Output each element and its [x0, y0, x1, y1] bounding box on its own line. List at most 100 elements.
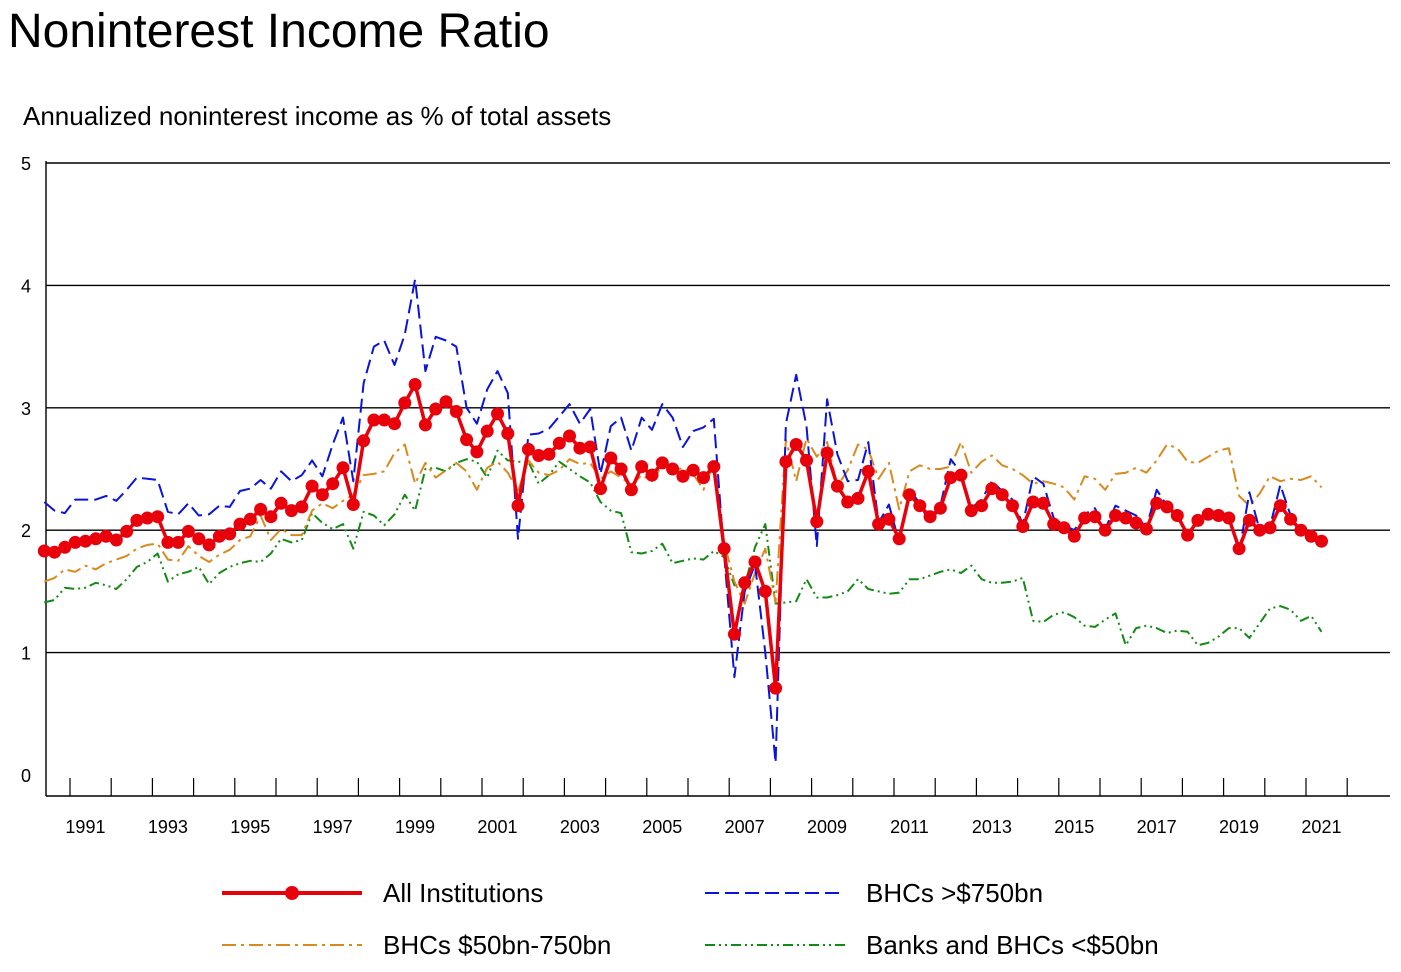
legend-label: BHCs $50bn-750bn — [383, 930, 611, 960]
data-point — [223, 527, 237, 541]
y-tick-label: 3 — [21, 399, 31, 419]
series-layer — [37, 278, 1328, 764]
data-point — [521, 442, 535, 456]
axes — [45, 161, 1390, 797]
data-point — [326, 477, 340, 491]
data-point — [1160, 500, 1174, 514]
data-point — [1315, 534, 1328, 548]
data-point — [614, 462, 628, 476]
data-point — [501, 427, 515, 440]
data-point — [99, 529, 113, 543]
y-tick-label: 5 — [21, 154, 31, 174]
data-point — [1170, 509, 1184, 522]
data-point — [1057, 521, 1071, 535]
data-point — [254, 502, 268, 516]
y-tick-label: 2 — [21, 521, 31, 541]
data-point — [37, 544, 51, 558]
data-point — [1139, 522, 1153, 536]
legend-item-1: BHCs >$750bn — [705, 878, 1043, 908]
data-point — [491, 407, 504, 421]
data-point — [439, 395, 453, 409]
data-point — [346, 498, 360, 511]
data-point — [1098, 523, 1112, 537]
data-point — [697, 471, 710, 485]
data-point — [1273, 499, 1287, 513]
legend-item-3: Banks and BHCs <$50bn — [705, 930, 1159, 960]
data-point — [532, 449, 546, 462]
y-tick-label: 4 — [21, 276, 31, 296]
data-point — [923, 510, 937, 524]
data-point — [460, 433, 474, 447]
data-point — [1232, 542, 1246, 556]
data-point — [779, 455, 793, 469]
data-point — [151, 510, 165, 524]
series-3 — [44, 449, 1323, 647]
data-point — [542, 447, 556, 461]
data-point — [995, 488, 1009, 502]
x-tick-label: 2013 — [972, 817, 1012, 837]
data-point — [1129, 516, 1143, 530]
data-point — [449, 405, 463, 418]
legend-item-0: All Institutions — [222, 878, 543, 908]
data-point — [418, 418, 432, 432]
data-point — [1181, 528, 1195, 542]
data-point — [1109, 509, 1122, 522]
x-tick-label: 2015 — [1054, 817, 1094, 837]
data-point — [1150, 496, 1164, 510]
data-point — [841, 495, 855, 509]
chart-title: Noninterest Income Ratio — [8, 5, 550, 58]
series-line — [44, 382, 1323, 690]
data-point — [1067, 529, 1081, 543]
data-point — [388, 417, 401, 431]
data-point — [1047, 517, 1061, 531]
data-point — [789, 438, 803, 451]
data-point — [563, 429, 576, 443]
data-point — [233, 517, 247, 531]
data-point — [140, 511, 154, 525]
x-tick-labels: 1991 1993 1995 1997 1999 2001 2003 2005 2007 2009… — [65, 817, 1341, 837]
x-tick-label: 2011 — [890, 817, 929, 837]
data-point — [872, 517, 886, 531]
data-point — [1016, 520, 1030, 533]
data-point — [964, 504, 978, 518]
data-point — [1253, 523, 1267, 537]
data-point — [800, 453, 813, 467]
data-point — [655, 456, 669, 470]
data-point — [398, 396, 412, 410]
legend: All Institutions BHCs >$750bn BHCs $50bn-7… — [222, 878, 1159, 960]
x-tick-label: 2005 — [642, 817, 682, 837]
data-point — [408, 378, 422, 391]
data-point — [192, 532, 206, 546]
data-point — [161, 535, 175, 549]
series-2 — [43, 437, 1323, 605]
data-point — [810, 515, 824, 529]
x-tick-label: 2019 — [1219, 817, 1259, 837]
x-tick-label: 2007 — [725, 817, 765, 837]
data-point — [820, 446, 834, 460]
x-tick-label: 2021 — [1301, 817, 1341, 837]
data-point — [1294, 523, 1308, 537]
data-point — [285, 504, 298, 518]
data-point — [1201, 507, 1215, 521]
y-tick-label: 0 — [21, 766, 31, 786]
data-point — [944, 471, 958, 485]
x-tick-label: 1991 — [65, 817, 105, 837]
series-line — [43, 437, 1323, 605]
data-point — [120, 524, 134, 538]
legend-label: BHCs >$750bn — [866, 878, 1043, 908]
data-point — [913, 499, 927, 513]
x-tick-label: 1999 — [395, 817, 435, 837]
data-point — [429, 402, 443, 416]
data-point — [882, 512, 896, 526]
data-point — [1078, 511, 1092, 525]
data-point — [480, 424, 494, 438]
x-tick-label: 2017 — [1137, 817, 1177, 837]
data-point — [79, 534, 92, 548]
data-point — [645, 468, 659, 482]
data-point — [1242, 513, 1256, 527]
series-line — [44, 449, 1323, 647]
x-tick-label: 2009 — [807, 817, 847, 837]
data-point — [89, 532, 103, 546]
series-0 — [37, 378, 1328, 695]
